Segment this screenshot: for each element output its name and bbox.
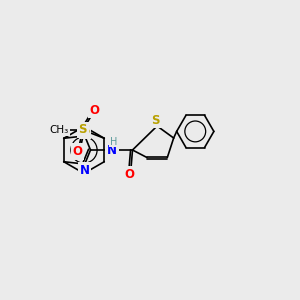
Text: O: O xyxy=(124,167,134,181)
Text: O: O xyxy=(90,103,100,117)
Text: S: S xyxy=(152,113,160,127)
Text: N: N xyxy=(107,143,117,157)
Text: H: H xyxy=(110,136,117,147)
Text: N: N xyxy=(80,164,90,177)
Text: CH₃: CH₃ xyxy=(49,125,68,135)
Text: O: O xyxy=(73,145,82,158)
Text: S: S xyxy=(78,123,87,136)
Text: S: S xyxy=(81,124,90,137)
